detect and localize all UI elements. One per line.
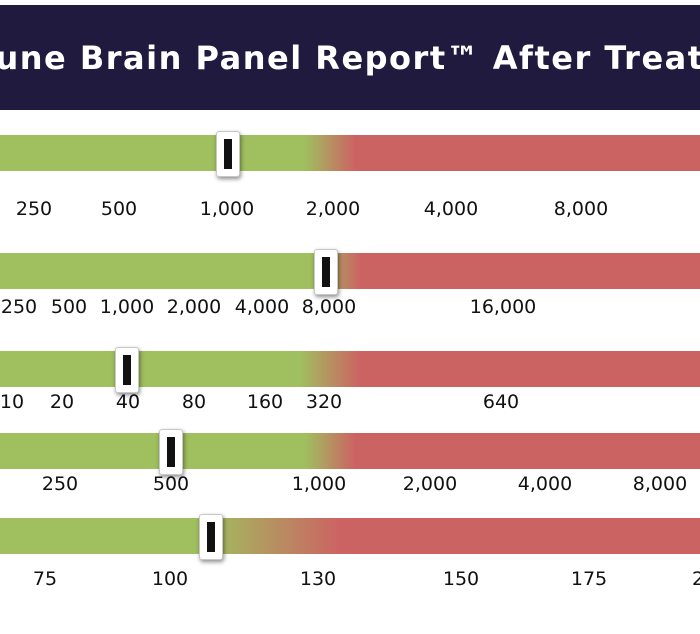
report-title: mune Brain Panel Report™ After Treatm bbox=[0, 38, 700, 77]
gauge-2-tick-label: 250 bbox=[0, 296, 38, 318]
gauge-2-tick-label: 8,000 bbox=[301, 296, 357, 318]
gauge-3-tick-label: 10 bbox=[0, 391, 25, 413]
gauge-2-marker bbox=[314, 249, 338, 295]
gauge-4-tick-label: 2,000 bbox=[402, 473, 458, 495]
gauge-2-tick-label: 16,000 bbox=[469, 296, 537, 318]
gauge-bar-4 bbox=[0, 433, 700, 469]
gauge-3-tick-label: 160 bbox=[246, 391, 284, 413]
gauge-1-tick-label: 1,000 bbox=[199, 198, 255, 220]
gauge-5-tick-label: 100 bbox=[151, 568, 189, 590]
gauge-3-tick-label: 640 bbox=[482, 391, 520, 413]
gauge-5-tick-label: 2 bbox=[691, 568, 700, 590]
report-header: mune Brain Panel Report™ After Treatm bbox=[0, 5, 700, 110]
gauge-4-tick-label: 4,000 bbox=[517, 473, 573, 495]
gauge-2-tick-label: 500 bbox=[50, 296, 88, 318]
gauge-2-marker-line bbox=[322, 257, 330, 287]
gauge-2-tick-label: 1,000 bbox=[99, 296, 155, 318]
gauge-1-marker bbox=[216, 131, 240, 177]
gauge-5-marker bbox=[199, 514, 223, 560]
gauge-1-tick-label: 2,000 bbox=[305, 198, 361, 220]
gauge-5-tick-label: 175 bbox=[570, 568, 608, 590]
gauge-5-marker-line bbox=[207, 522, 215, 552]
gauge-5-tick-label: 75 bbox=[32, 568, 58, 590]
gauge-3-marker bbox=[115, 347, 139, 393]
gauge-3-tick-label: 20 bbox=[49, 391, 75, 413]
gauge-4-tick-label: 250 bbox=[41, 473, 79, 495]
gauge-3-tick-label: 80 bbox=[181, 391, 207, 413]
gauge-bar-3 bbox=[0, 351, 700, 387]
gauge-3-marker-line bbox=[123, 355, 131, 385]
gauge-1-tick-label: 500 bbox=[100, 198, 138, 220]
gauge-4-tick-label: 8,000 bbox=[632, 473, 688, 495]
gauge-5-tick-label: 150 bbox=[442, 568, 480, 590]
gauge-2-tick-label: 2,000 bbox=[166, 296, 222, 318]
gauge-1-tick-label: 250 bbox=[15, 198, 53, 220]
gauge-bar-5 bbox=[0, 518, 700, 554]
gauge-3-tick-label: 320 bbox=[305, 391, 343, 413]
gauge-4-tick-label: 1,000 bbox=[291, 473, 347, 495]
gauge-bar-2 bbox=[0, 253, 700, 289]
gauge-4-tick-label: 500 bbox=[152, 473, 190, 495]
gauge-1-marker-line bbox=[224, 139, 232, 169]
gauge-1-tick-label: 4,000 bbox=[423, 198, 479, 220]
gauge-5-tick-label: 130 bbox=[299, 568, 337, 590]
gauge-bar-1 bbox=[0, 135, 700, 171]
gauge-3-tick-label: 40 bbox=[115, 391, 141, 413]
gauge-1-tick-label: 8,000 bbox=[553, 198, 609, 220]
gauge-4-marker-line bbox=[167, 437, 175, 467]
gauge-2-tick-label: 4,000 bbox=[234, 296, 290, 318]
gauge-4-marker bbox=[159, 429, 183, 475]
